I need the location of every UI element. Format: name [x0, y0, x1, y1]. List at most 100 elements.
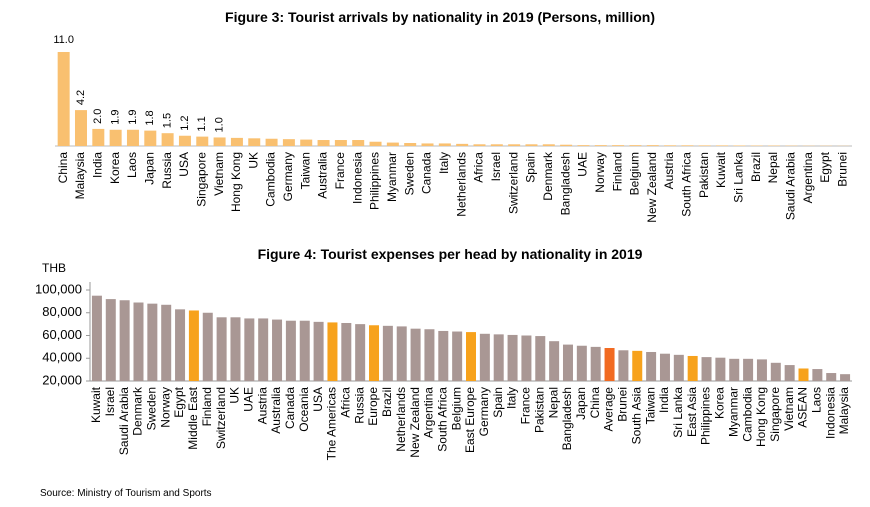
bar [144, 130, 157, 146]
x-tick-label: New Zealand [645, 152, 659, 223]
bar [161, 304, 172, 381]
bar [230, 137, 243, 146]
x-tick-label: China [56, 152, 70, 184]
bar [479, 333, 490, 381]
value-label: 1.0 [214, 117, 226, 132]
x-tick-label: Italy [505, 387, 519, 409]
x-tick-label: Pakistan [532, 387, 546, 433]
bar [840, 374, 851, 381]
x-tick-label: Egypt [172, 386, 186, 417]
bar [196, 136, 209, 146]
y-tick-label: 40,000 [42, 350, 82, 365]
bar [300, 139, 313, 146]
bar [826, 373, 837, 381]
x-tick-label: Brunei [836, 152, 850, 187]
bar [244, 318, 255, 381]
y-tick-label: 60,000 [42, 327, 82, 342]
x-tick-label: ASEAN [796, 387, 810, 428]
bar [646, 351, 657, 381]
bar [369, 141, 382, 146]
x-tick-label: Sweden [145, 387, 159, 430]
x-tick-label: UAE [241, 387, 255, 412]
x-tick-label: Bangladesh [558, 152, 572, 215]
x-tick-label: Canada [420, 152, 434, 194]
x-tick-label: Korea [108, 152, 122, 184]
x-tick-label: Sri Lanka [671, 387, 685, 438]
x-tick-label: Norway [158, 387, 172, 428]
bar [542, 144, 555, 146]
x-tick-label: Indonesia [823, 387, 837, 439]
bar [341, 322, 352, 381]
y-tick-label: 100,000 [35, 281, 82, 296]
x-tick-label: USA [311, 387, 325, 412]
bar [562, 344, 573, 381]
bar [535, 336, 546, 381]
x-tick-label: Africa [338, 387, 352, 418]
bar [313, 321, 324, 381]
x-tick-label: Malaysia [837, 387, 851, 435]
bar [493, 334, 504, 381]
bar [126, 129, 139, 146]
x-tick-label: Israel [489, 152, 503, 181]
x-tick-label: Middle East [186, 386, 200, 449]
x-tick-label: Vietnam [782, 387, 796, 431]
x-tick-label: India [90, 152, 104, 178]
x-tick-label: Spain [491, 387, 505, 418]
x-tick-label: Belgium [449, 387, 463, 430]
source: Source: Ministry of Tourism and Sports [40, 488, 212, 499]
bar [258, 318, 269, 381]
x-tick-label: Kuwait [89, 386, 103, 423]
x-tick-label: Norway [593, 152, 607, 193]
x-tick-label: Saudi Arabia [784, 152, 798, 220]
bar [424, 329, 435, 381]
x-tick-label: South Africa [435, 387, 449, 452]
x-tick-label: New Zealand [408, 387, 422, 458]
x-tick-label: Myanmar [726, 387, 740, 437]
x-tick-label: Bangladesh [560, 387, 574, 450]
x-tick-label: Singapore [194, 152, 208, 207]
bar [490, 144, 503, 146]
bar [396, 326, 407, 381]
bar [798, 368, 809, 381]
value-label: 1.8 [144, 110, 156, 125]
chart-title: Figure 3: Tourist arrivals by nationalit… [225, 9, 655, 25]
bar [612, 145, 625, 146]
x-tick-label: Switzerland [214, 387, 228, 449]
x-tick-label: Australia [316, 152, 330, 199]
value-label: 1.5 [162, 113, 174, 128]
bar [230, 317, 241, 381]
bar [410, 328, 421, 381]
x-tick-label: Austria [662, 152, 676, 190]
value-label: 1.1 [196, 116, 208, 131]
x-tick-label: Argentina [422, 387, 436, 439]
y-axis-label: THB [42, 261, 66, 275]
bar [604, 348, 615, 381]
x-tick-label: Japan [574, 387, 588, 420]
bar [327, 322, 338, 381]
x-tick-label: East Europe [463, 387, 477, 453]
bar [715, 357, 726, 381]
bar [438, 330, 449, 381]
x-tick-label: Kuwait [714, 151, 728, 188]
x-tick-label: Spain [524, 152, 538, 183]
x-tick-label: Myanmar [385, 152, 399, 202]
bar [147, 303, 158, 381]
bar [743, 358, 754, 381]
x-tick-label: UAE [576, 152, 590, 177]
bar [756, 359, 767, 381]
value-label: 1.2 [179, 115, 191, 130]
x-tick-label: East Asia [685, 387, 699, 437]
x-tick-label: Europe [366, 387, 380, 426]
x-tick-label: Denmark [131, 386, 145, 436]
bar [178, 135, 191, 146]
x-tick-label: Cambodia [264, 152, 278, 207]
x-tick-label: Vietnam [212, 152, 226, 196]
x-tick-label: Germany [477, 387, 491, 436]
x-tick-label: The Americas [325, 387, 339, 460]
x-tick-label: Taiwan [643, 387, 657, 424]
bar [701, 357, 712, 381]
bar [508, 144, 521, 146]
x-tick-label: Egypt [818, 151, 832, 182]
bar [317, 140, 330, 146]
bar [577, 145, 590, 146]
